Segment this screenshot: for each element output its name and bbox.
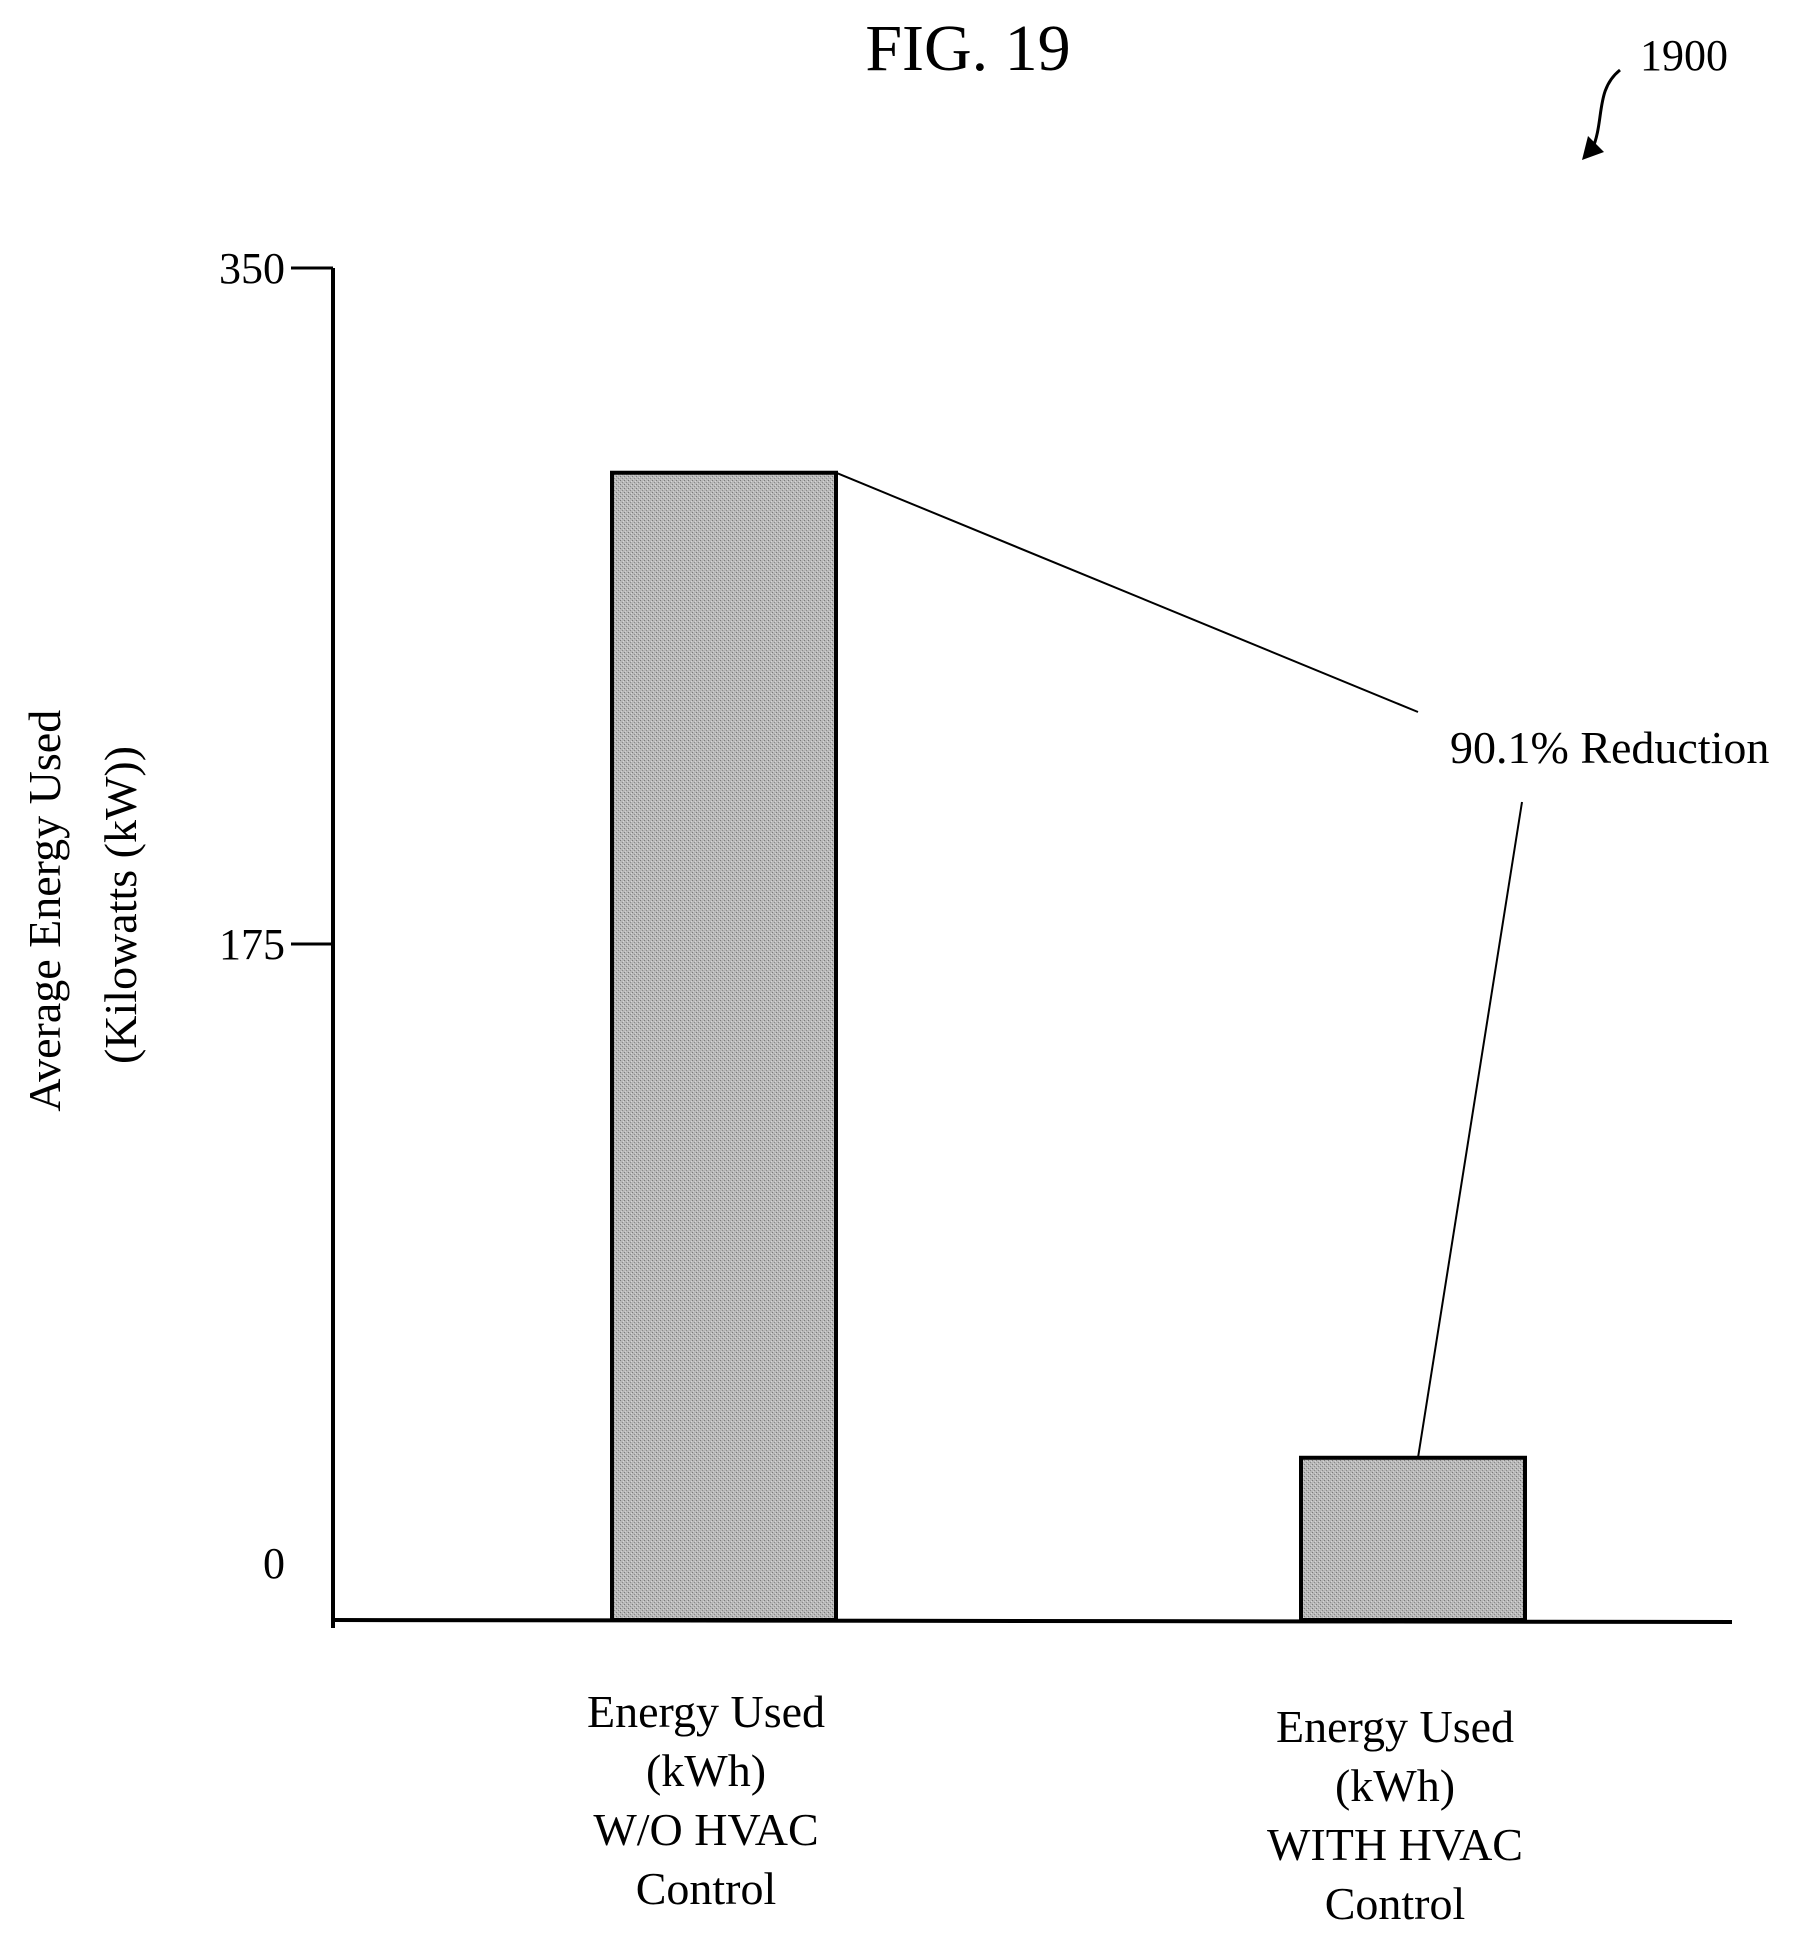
category-label-line: Control (1325, 1878, 1466, 1929)
y-axis-label-line-1: Average Energy Used (19, 710, 70, 1112)
category-label: Energy Used (kWh) W/O HVAC Control (587, 1686, 825, 1914)
y-tick-label: 175 (219, 920, 285, 969)
annotation-connector-left (835, 471, 1419, 713)
category-label-line: (kWh) (646, 1745, 766, 1796)
bar (1299, 1455, 1527, 1623)
y-axis-label: Average Energy Used (Kilowatts (kW)) (19, 698, 146, 1111)
reference-arrowhead-icon (1582, 136, 1604, 160)
y-axis-label-line-2: (Kilowatts (kW)) (95, 746, 146, 1064)
category-label-line: (kWh) (1335, 1760, 1455, 1811)
plot-area: 0 175 350 90.1% Reduction Energy Used (kWh) W/… (219, 244, 1769, 1929)
annotation-label: 90.1% Reduction (1450, 722, 1769, 773)
figure-title: FIG. 19 (865, 12, 1070, 85)
annotation-connector-right (1417, 801, 1523, 1458)
category-label-line: Energy Used (587, 1686, 825, 1737)
reference-number: 1900 (1640, 31, 1728, 80)
reference-arrow-icon (1590, 68, 1621, 151)
category-label-line: WITH HVAC (1267, 1819, 1523, 1870)
y-tick-label: 0 (263, 1539, 285, 1588)
category-label-line: Energy Used (1276, 1701, 1514, 1752)
category-label-line: W/O HVAC (593, 1804, 818, 1855)
bar (610, 470, 838, 1622)
category-label-line: Control (636, 1863, 777, 1914)
y-tick-label: 350 (219, 244, 285, 293)
category-label: Energy Used (kWh) WITH HVAC Control (1267, 1701, 1523, 1929)
